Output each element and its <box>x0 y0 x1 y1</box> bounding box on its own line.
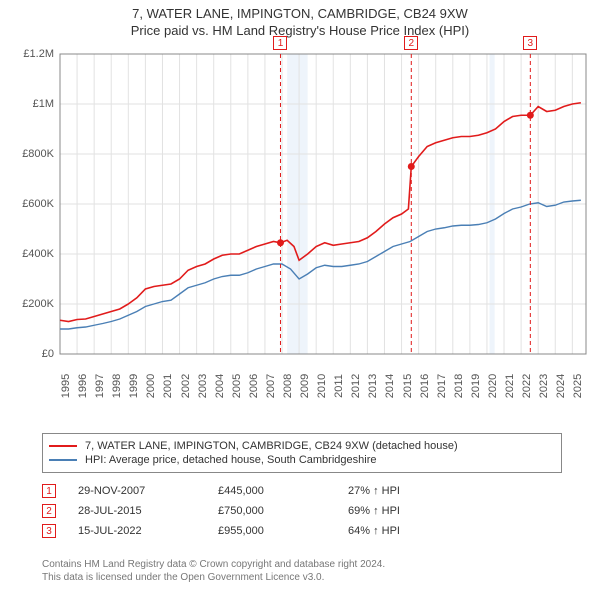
chart-title-block: 7, WATER LANE, IMPINGTON, CAMBRIDGE, CB2… <box>0 0 600 38</box>
sale-number-badge: 1 <box>42 484 56 498</box>
y-tick-label: £200K <box>10 298 54 310</box>
x-tick-label: 1996 <box>77 374 89 398</box>
legend-label: HPI: Average price, detached house, Sout… <box>85 454 376 466</box>
title-address: 7, WATER LANE, IMPINGTON, CAMBRIDGE, CB2… <box>0 6 600 21</box>
sale-price: £955,000 <box>218 525 348 537</box>
legend-label: 7, WATER LANE, IMPINGTON, CAMBRIDGE, CB2… <box>85 440 458 452</box>
sale-date: 15-JUL-2022 <box>78 525 218 537</box>
x-tick-label: 2018 <box>453 374 465 398</box>
x-tick-label: 2020 <box>487 374 499 398</box>
x-tick-label: 2000 <box>145 374 157 398</box>
legend-row: 7, WATER LANE, IMPINGTON, CAMBRIDGE, CB2… <box>49 440 555 452</box>
sale-price: £750,000 <box>218 505 348 517</box>
x-tick-label: 2011 <box>333 374 345 398</box>
sale-row: 2 28-JUL-2015£750,00069% ↑ HPI <box>42 504 562 518</box>
chart-svg <box>10 48 590 388</box>
sale-number-badge: 3 <box>42 524 56 538</box>
sale-delta: 64% ↑ HPI <box>348 525 468 537</box>
x-tick-label: 2015 <box>402 374 414 398</box>
y-tick-label: £0 <box>10 348 54 360</box>
y-tick-label: £1M <box>10 98 54 110</box>
footer-attribution: Contains HM Land Registry data © Crown c… <box>42 558 385 584</box>
x-tick-label: 2019 <box>470 374 482 398</box>
title-subtitle: Price paid vs. HM Land Registry's House … <box>0 23 600 38</box>
x-tick-label: 1995 <box>60 374 72 398</box>
legend-swatch <box>49 459 77 461</box>
x-tick-label: 2001 <box>162 374 174 398</box>
x-tick-label: 2014 <box>384 374 396 398</box>
x-tick-label: 2021 <box>504 374 516 398</box>
x-tick-label: 1997 <box>94 374 106 398</box>
sales-table: 1 29-NOV-2007£445,00027% ↑ HPI 2 28-JUL-201… <box>42 478 562 544</box>
x-tick-label: 2025 <box>572 374 584 398</box>
sale-marker-flag: 2 <box>404 36 418 50</box>
x-tick-label: 2005 <box>231 374 243 398</box>
sale-marker-flag: 3 <box>523 36 537 50</box>
x-tick-label: 2024 <box>555 374 567 398</box>
x-tick-label: 2022 <box>521 374 533 398</box>
sale-row: 1 29-NOV-2007£445,00027% ↑ HPI <box>42 484 562 498</box>
y-tick-label: £600K <box>10 198 54 210</box>
y-tick-label: £400K <box>10 248 54 260</box>
sale-date: 28-JUL-2015 <box>78 505 218 517</box>
legend-swatch <box>49 445 77 447</box>
x-tick-label: 1998 <box>111 374 123 398</box>
x-tick-label: 2004 <box>214 374 226 398</box>
footer-line-1: Contains HM Land Registry data © Crown c… <box>42 558 385 571</box>
sale-price: £445,000 <box>218 485 348 497</box>
sale-date: 29-NOV-2007 <box>78 485 218 497</box>
x-tick-label: 2023 <box>538 374 550 398</box>
x-tick-label: 2012 <box>350 374 362 398</box>
x-tick-label: 2009 <box>299 374 311 398</box>
legend: 7, WATER LANE, IMPINGTON, CAMBRIDGE, CB2… <box>42 433 562 473</box>
legend-row: HPI: Average price, detached house, Sout… <box>49 454 555 466</box>
x-tick-label: 2006 <box>248 374 260 398</box>
y-tick-label: £800K <box>10 148 54 160</box>
sale-delta: 27% ↑ HPI <box>348 485 468 497</box>
x-tick-label: 2007 <box>265 374 277 398</box>
x-tick-label: 2017 <box>436 374 448 398</box>
x-tick-label: 2016 <box>419 374 431 398</box>
x-tick-label: 2003 <box>197 374 209 398</box>
x-tick-label: 2013 <box>367 374 379 398</box>
y-tick-label: £1.2M <box>10 48 54 60</box>
sale-number-badge: 2 <box>42 504 56 518</box>
sale-delta: 69% ↑ HPI <box>348 505 468 517</box>
x-tick-label: 1999 <box>128 374 140 398</box>
x-tick-label: 2002 <box>180 374 192 398</box>
chart-area: £0£200K£400K£600K£800K£1M£1.2M 199519961… <box>10 48 590 388</box>
sale-marker-flag: 1 <box>273 36 287 50</box>
x-tick-label: 2010 <box>316 374 328 398</box>
sale-row: 3 15-JUL-2022£955,00064% ↑ HPI <box>42 524 562 538</box>
x-tick-label: 2008 <box>282 374 294 398</box>
footer-line-2: This data is licensed under the Open Gov… <box>42 571 385 584</box>
